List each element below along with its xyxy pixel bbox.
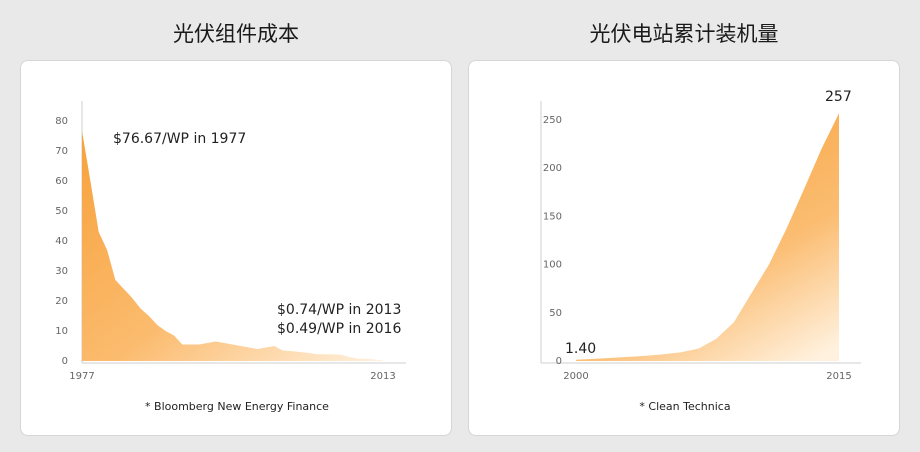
y-tick-label: 50	[55, 206, 68, 217]
chart-title: 光伏组件成本	[173, 22, 299, 46]
chart-title: 光伏电站累计装机量	[589, 22, 779, 46]
annotation-end-value: 257	[825, 89, 852, 105]
annotation-start-value: $76.67/WP in 1977	[113, 131, 246, 147]
source-note: * Clean Technica	[639, 400, 730, 413]
x-tick-label: 2000	[563, 371, 588, 382]
y-tick-label: 200	[543, 163, 562, 174]
area-series	[576, 113, 839, 361]
y-tick-label: 40	[55, 236, 68, 247]
y-tick-label: 30	[55, 266, 68, 277]
y-tick-label: 70	[55, 146, 68, 157]
annotation-2013-value: $0.74/WP in 2013	[277, 302, 401, 318]
y-tick-label: 60	[55, 176, 68, 187]
area-series	[82, 131, 383, 361]
chart-card-installed-capacity: 0 50 100 150 200 250 2000 2015 1.40 257 * Clean…	[468, 60, 900, 436]
x-tick-label: 1977	[69, 371, 94, 382]
source-note: * Bloomberg New Energy Finance	[145, 400, 329, 413]
y-tick-label: 250	[543, 115, 562, 126]
chart-installed-capacity: 0 50 100 150 200 250 2000 2015 1.40 257 * Clean…	[540, 89, 861, 413]
y-tick-label: 100	[543, 260, 562, 271]
y-tick-label: 50	[549, 308, 562, 319]
y-tick-label: 10	[55, 326, 68, 337]
y-tick-label: 0	[62, 356, 68, 367]
annotation-start-value: 1.40	[565, 341, 596, 357]
annotation-2016-value: $0.49/WP in 2016	[277, 321, 401, 337]
y-tick-label: 20	[55, 296, 68, 307]
chart-module-cost: 0 10 20 30 40 50 60 70 80 1977 2013 $76.67/WP in 1…	[55, 101, 406, 413]
chart-card-module-cost: 0 10 20 30 40 50 60 70 80 1977 2013 $76.67/WP in 1…	[20, 60, 452, 436]
x-tick-label: 2013	[370, 371, 395, 382]
x-tick-label: 2015	[826, 371, 851, 382]
y-tick-label: 150	[543, 211, 562, 222]
y-tick-label: 0	[556, 356, 562, 367]
y-tick-label: 80	[55, 116, 68, 127]
